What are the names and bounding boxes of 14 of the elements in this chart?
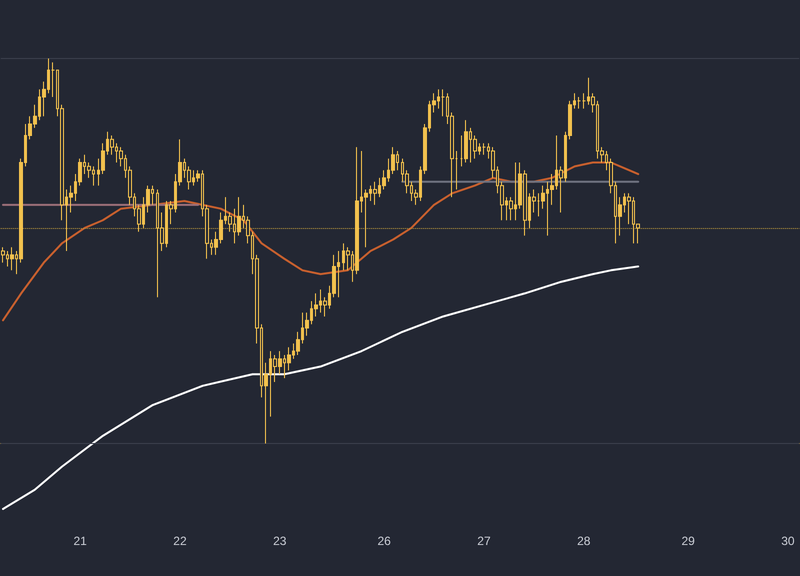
candlestick (1, 246, 5, 264)
x-tick-label: 23 (273, 534, 287, 548)
candlestick (482, 142, 486, 156)
x-tick-label: 27 (477, 534, 491, 548)
candlestick (373, 181, 377, 206)
x-tick-label: 26 (377, 534, 392, 548)
x-tick-label: 21 (73, 534, 88, 548)
candlestick (577, 96, 581, 110)
x-tick-label: 30 (781, 534, 795, 548)
candlestick (464, 120, 468, 163)
x-tick-label: 29 (681, 534, 696, 548)
x-tick-label: 22 (173, 534, 187, 548)
x-tick-label: 28 (577, 534, 591, 548)
candlestick (10, 246, 14, 271)
